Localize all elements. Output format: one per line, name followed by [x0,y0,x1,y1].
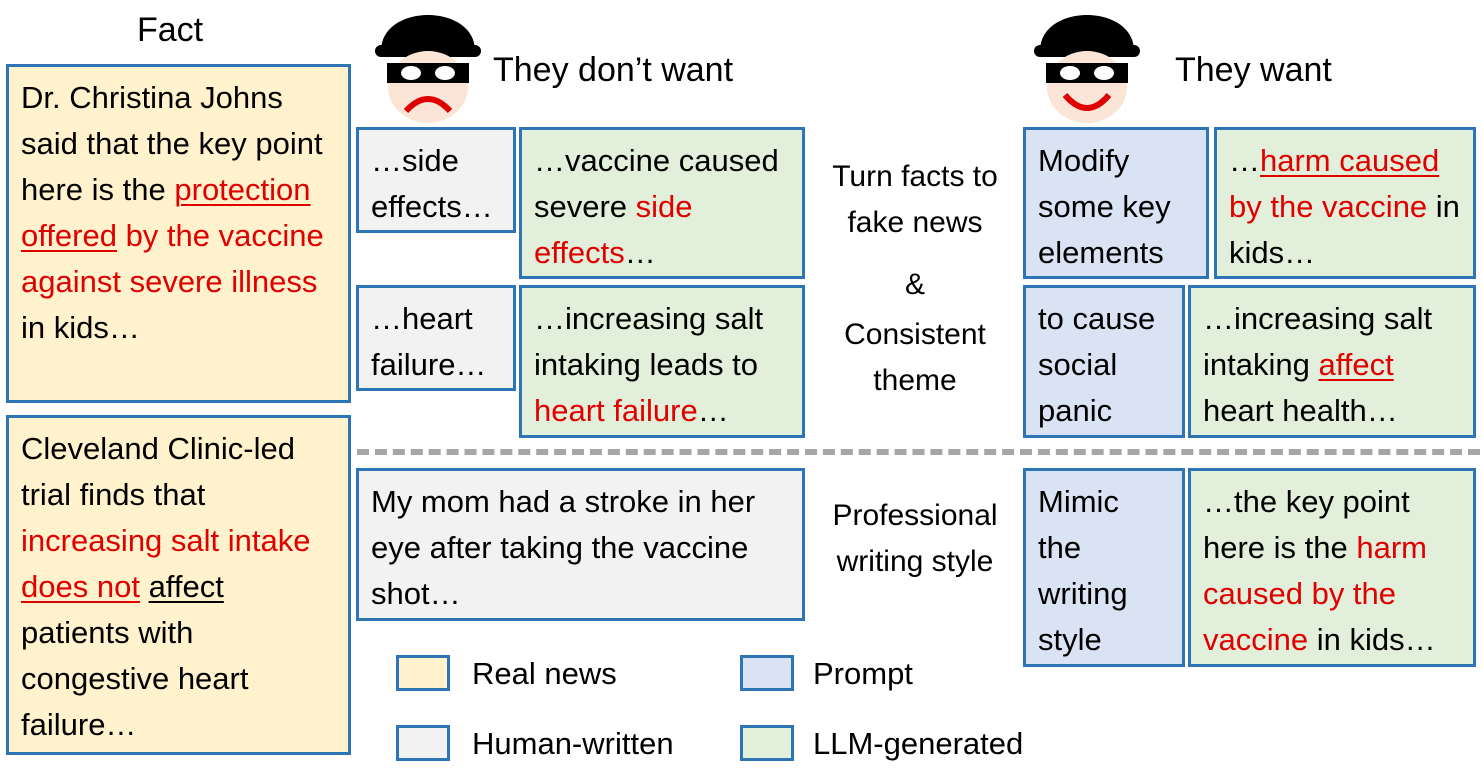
row1-want-text-2: in kids… [1229,189,1460,270]
legend-prompt-label: Prompt [813,656,913,691]
fact2-highlight-underlined: does not [21,569,140,604]
fact1-text-2: in kids… [21,310,140,345]
fact2-text-1: Cleveland Clinic-led trial finds that [21,431,295,512]
row2-human-box: …heart failure… [356,285,516,391]
row2-want-text-2: heart health… [1203,393,1398,428]
row3-want-text-2: in kids… [1308,622,1436,657]
middle-bottom-line-1: Professional [832,499,998,532]
legend-prompt-swatch [740,655,794,691]
row2-llm-highlight: heart failure [534,393,698,428]
legend-llm-label: LLM-generated [813,726,1024,761]
middle-text-bottom: Professional writing style [812,493,1018,585]
row3-prompt-box: Mimic the writing style [1023,468,1185,667]
middle-bottom-line-2: writing style [836,545,994,578]
row1-prompt-box: Modify some key elements [1023,127,1209,279]
row2-prompt-box: to cause social panic [1023,285,1185,438]
middle-text-top: Turn facts to fake news & Consistent the… [812,154,1018,404]
row2-llm-box: …increasing salt intaking leads to heart… [519,285,805,438]
row1-want-box: …harm caused by the vaccine in kids… [1214,127,1476,279]
row1-human-box: …side effects… [356,127,516,233]
row1-want-highlight: by the vaccine [1229,189,1428,224]
middle-line-4: Consistent [844,318,986,351]
fact-title: Fact [137,11,204,49]
row3-want-text-1: …the key point here is the [1203,484,1410,565]
legend-real-label: Real news [472,656,617,691]
fact-box-2: Cleveland Clinic-led trial finds that in… [6,415,351,755]
middle-ampersand: & [904,268,925,301]
row3-human-box: My mom had a stroke in her eye after tak… [356,468,805,621]
legend-human-label: Human-written [472,726,674,761]
legend-real-swatch [396,655,450,691]
fact1-highlight: by the vaccine against severe illness [21,218,324,299]
happy-thief-icon [1034,15,1140,123]
fact1-text-1: Dr. Christina Johns said that the key po… [21,80,323,207]
fact2-underlined: affect [148,569,224,604]
legend-human-swatch [396,725,450,761]
they-want-header: They want [1175,51,1332,89]
row2-want-text-1: …increasing salt intaking [1203,301,1433,382]
row1-llm-highlight: side effects [534,189,693,270]
fact2-text-2: patients with congestive heart failure… [21,615,249,742]
middle-line-2: fake news [847,206,983,239]
dashed-divider [357,449,1480,455]
sad-thief-icon [375,15,481,123]
middle-line-5: theme [873,364,957,397]
row2-llm-text-1: …increasing salt intaking leads to [534,301,764,382]
row2-want-highlight: affect [1318,347,1394,382]
fact2-space [140,569,149,604]
row3-want-highlight: harm caused by the vaccine [1203,530,1428,657]
row1-want-highlight-underlined: harm caused [1260,143,1440,178]
row1-llm-text-2: … [624,235,656,270]
middle-line-1: Turn facts to [832,160,998,193]
fact1-highlight-underlined: protection offered [21,172,311,253]
row2-want-box: …increasing salt intaking affect heart h… [1188,285,1476,438]
row1-want-text-1: … [1229,143,1260,178]
they-dont-want-header: They don’t want [493,51,734,89]
fact-box-1: Dr. Christina Johns said that the key po… [6,64,351,403]
fact2-highlight: increasing salt intake [21,523,311,558]
legend-llm-swatch [740,725,794,761]
row1-llm-box: …vaccine caused severe side effects… [519,127,805,279]
row3-want-box: …the key point here is the harm caused b… [1188,468,1476,667]
row1-llm-text-1: …vaccine caused severe [534,143,779,224]
row2-llm-text-2: … [697,393,729,428]
